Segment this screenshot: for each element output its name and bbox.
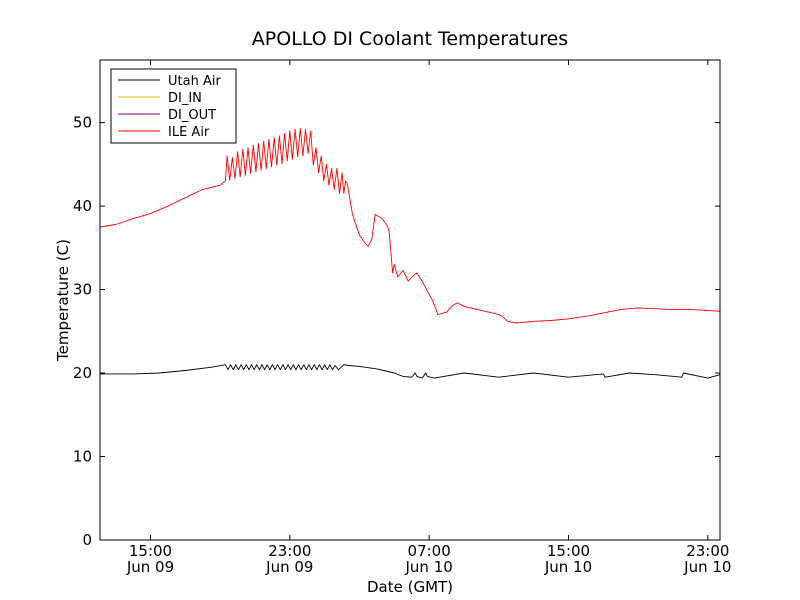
series-layer [99, 128, 721, 379]
x-tick-label-time: 07:00 [408, 542, 451, 560]
x-tick-label-time: 23:00 [268, 542, 311, 560]
x-tick-label-time: 23:00 [686, 542, 729, 560]
plot-frame [99, 59, 721, 541]
series-line-ile-air [99, 128, 721, 324]
y-tick-label: 50 [73, 114, 92, 132]
y-axis-label: Temperature (C) [54, 239, 72, 362]
y-tick-label: 40 [73, 197, 92, 215]
y-tick-label: 0 [82, 531, 92, 549]
y-tick-label: 20 [73, 364, 92, 382]
x-tick-label-date: Jun 10 [544, 558, 592, 576]
legend-label-di-out: DI_OUT [168, 108, 216, 123]
x-axis-label: Date (GMT) [367, 578, 453, 596]
x-tick-label-date: Jun 09 [265, 558, 313, 576]
x-tick-label-date: Jun 09 [126, 558, 174, 576]
legend-label-ile-air: ILE Air [168, 125, 210, 140]
x-tick-label-time: 15:00 [547, 542, 590, 560]
chart-title: APOLLO DI Coolant Temperatures [252, 28, 568, 50]
y-tick-label: 30 [73, 281, 92, 299]
x-tick-label-date: Jun 10 [683, 558, 731, 576]
x-tick-label-date: Jun 10 [405, 558, 453, 576]
legend-label-di-in: DI_IN [168, 91, 202, 106]
y-tick-label: 10 [73, 448, 92, 466]
legend-label-utah-air: Utah Air [168, 74, 221, 89]
series-line-utah-air [100, 364, 721, 379]
legend: Utah Air DI_IN DI_OUT ILE Air [110, 68, 237, 144]
x-tick-label-time: 15:00 [129, 542, 172, 560]
